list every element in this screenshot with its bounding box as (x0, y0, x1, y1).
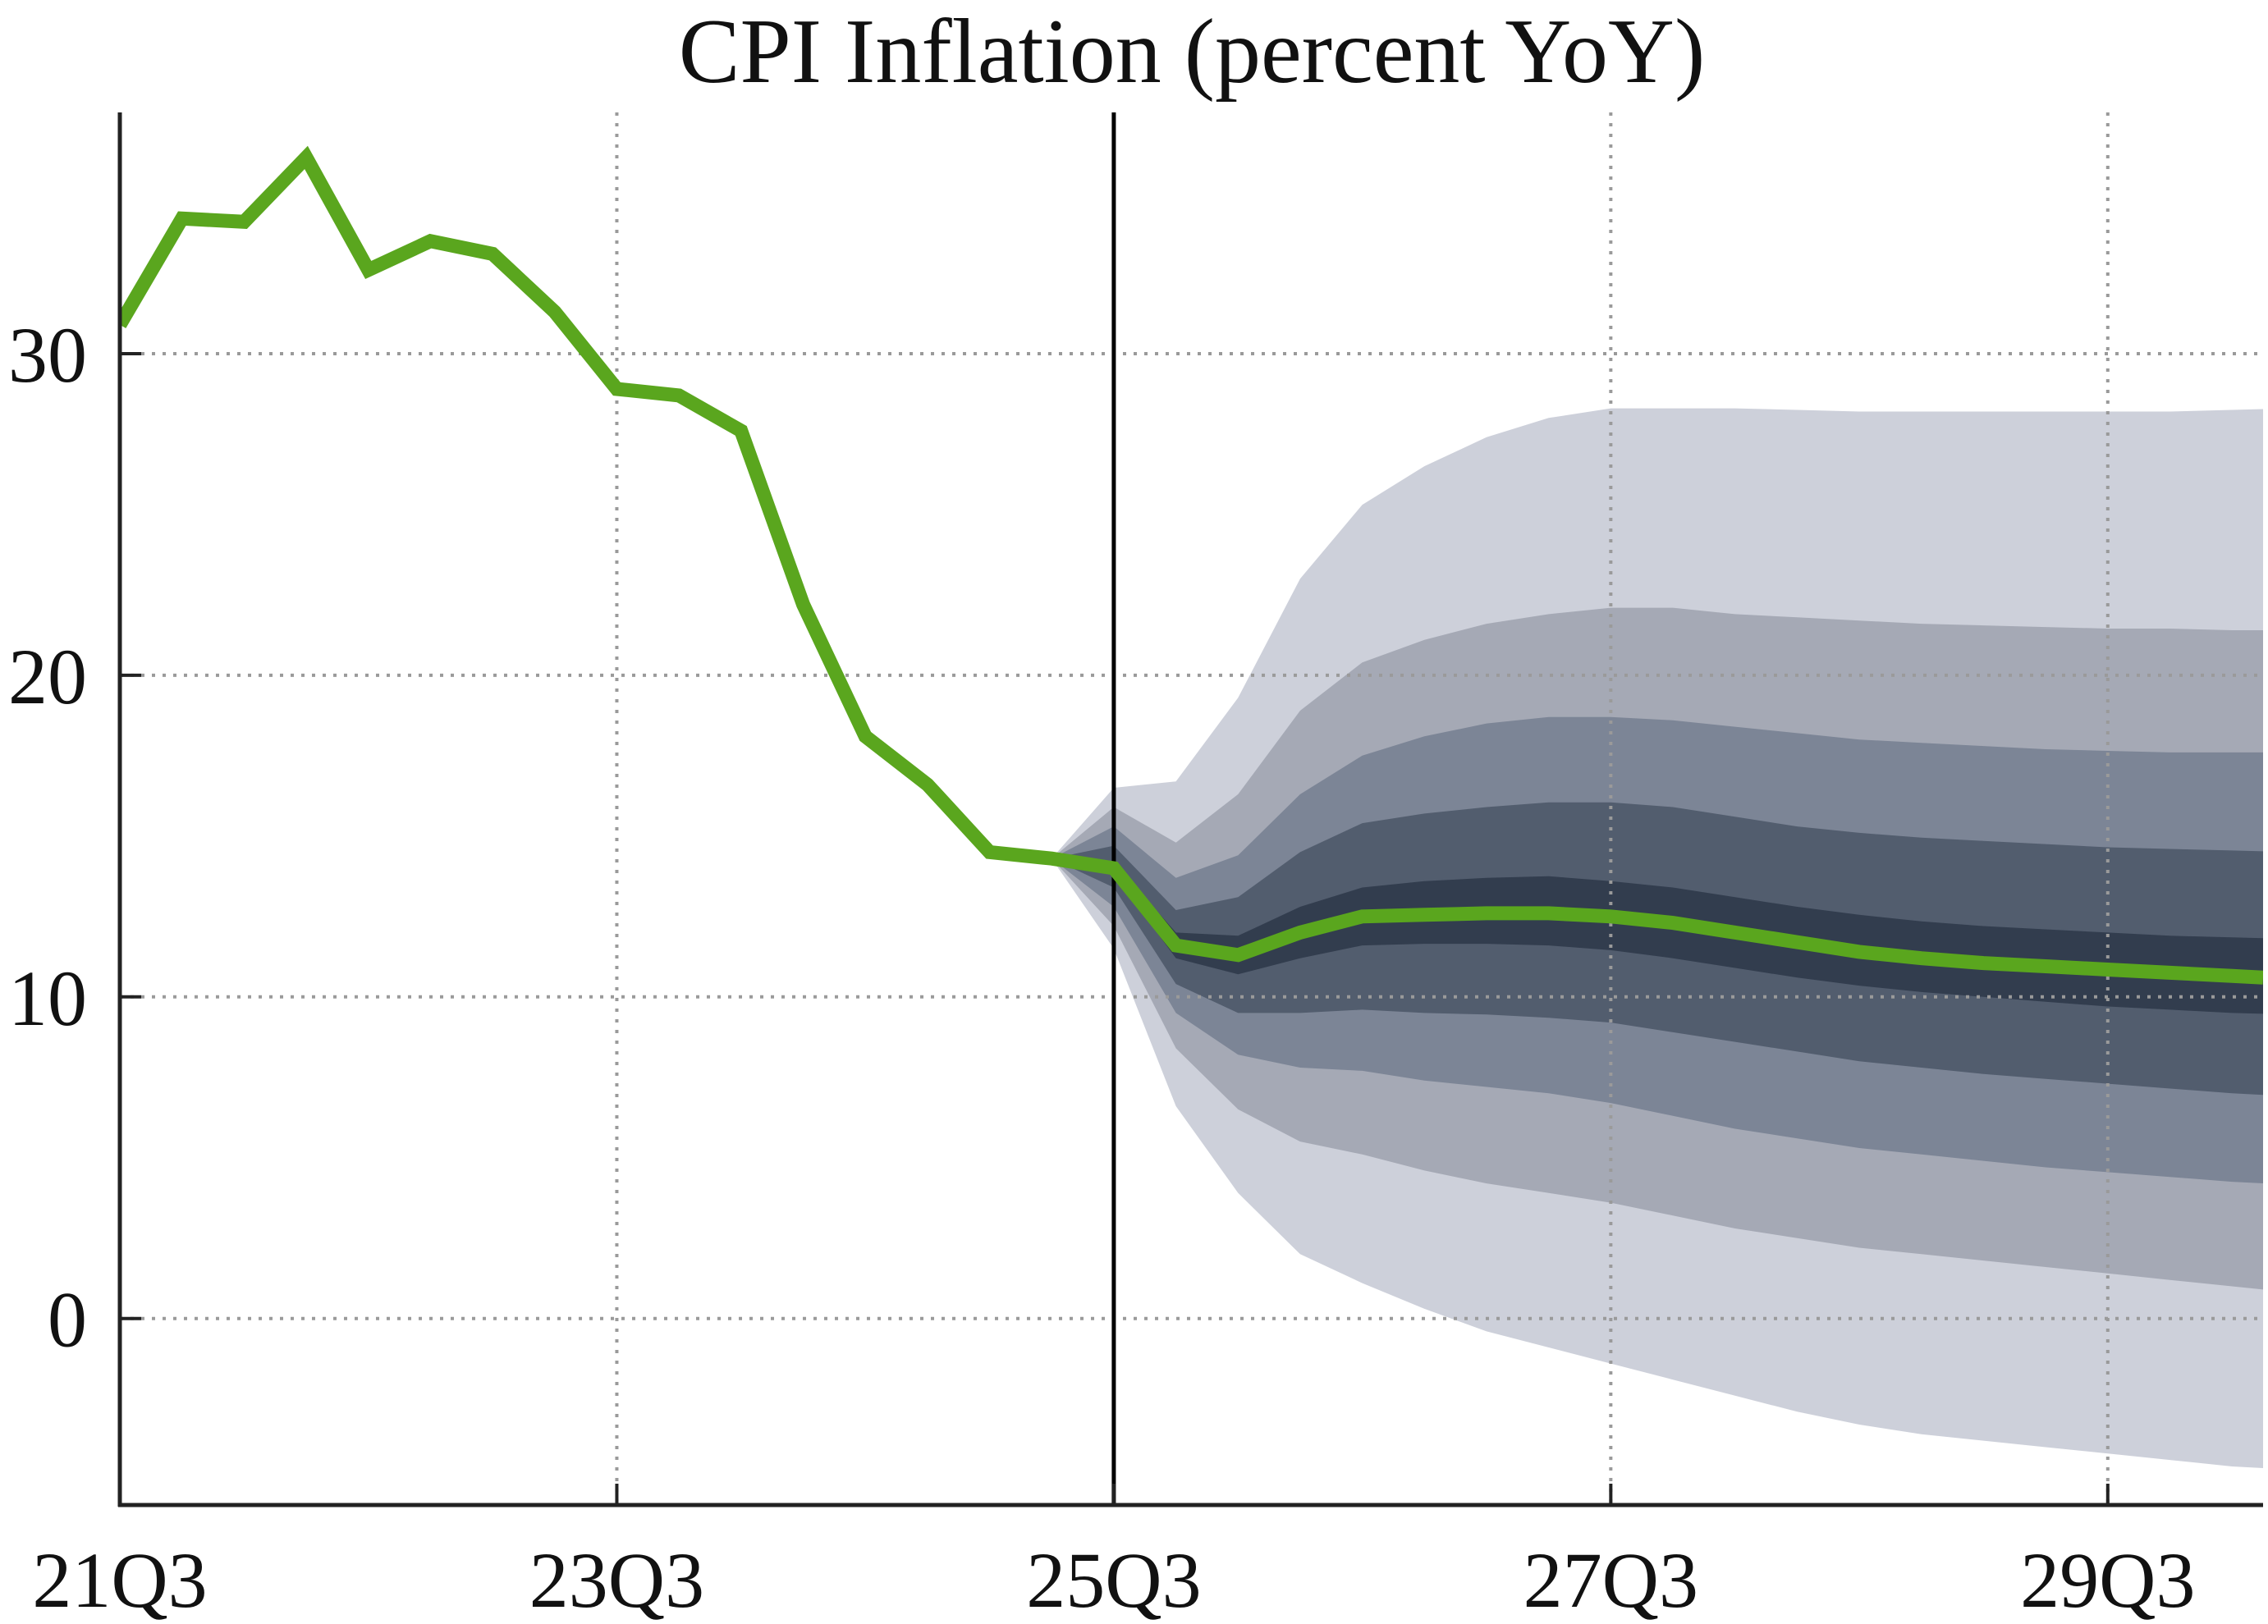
y-tick-label: 20 (8, 633, 87, 721)
x-tick-label: 21Q3 (32, 1536, 207, 1624)
tick-labels: 0 10 20 30 21Q3 23Q3 25Q3 27Q3 29Q3 (8, 311, 2195, 1624)
x-tick-label: 23Q3 (529, 1536, 704, 1624)
axes (117, 112, 2263, 1507)
y-tick-label: 10 (8, 954, 87, 1042)
x-tick-label: 25Q3 (1026, 1536, 1201, 1624)
y-tick-label: 0 (48, 1276, 87, 1364)
fan-band-5 (1052, 858, 2263, 1014)
chart-title: CPI Inflation (percent YoY) (679, 1, 1705, 103)
series-line-1 (120, 145, 2263, 985)
x-tick-label: 29Q3 (2020, 1536, 2195, 1624)
x-tick-label: 27Q3 (1523, 1536, 1698, 1624)
y-tick-label: 30 (8, 311, 87, 399)
fan-chart-bands (1052, 408, 2263, 1468)
series-lines (120, 145, 2263, 985)
